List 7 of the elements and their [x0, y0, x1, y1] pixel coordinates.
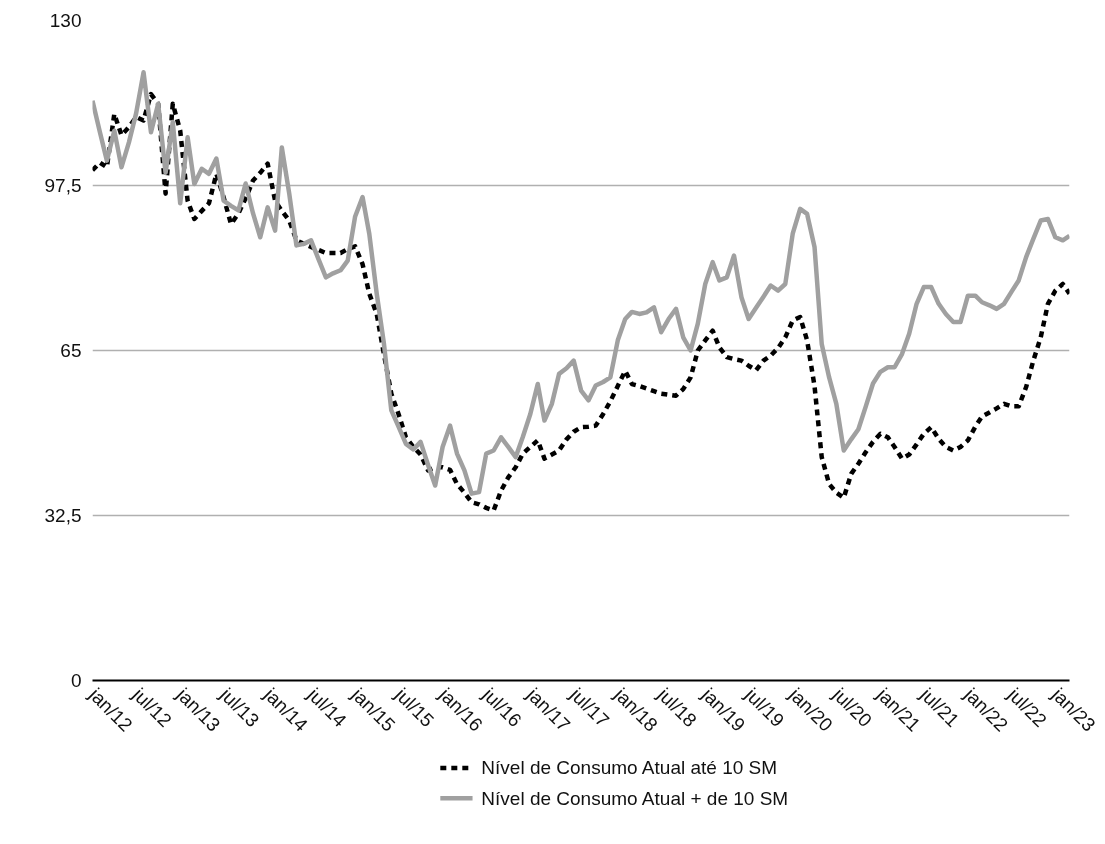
y-tick-label: 65	[60, 340, 82, 361]
y-tick-label: 32,5	[44, 505, 82, 526]
y-tick-label: 97,5	[44, 175, 82, 196]
y-tick-label: 130	[49, 10, 82, 31]
y-tick-label: 0	[70, 670, 82, 691]
legend-label: Nível de Consumo Atual até 10 SM	[481, 757, 778, 779]
legend-label: Nível de Consumo Atual + de 10 SM	[481, 787, 789, 809]
